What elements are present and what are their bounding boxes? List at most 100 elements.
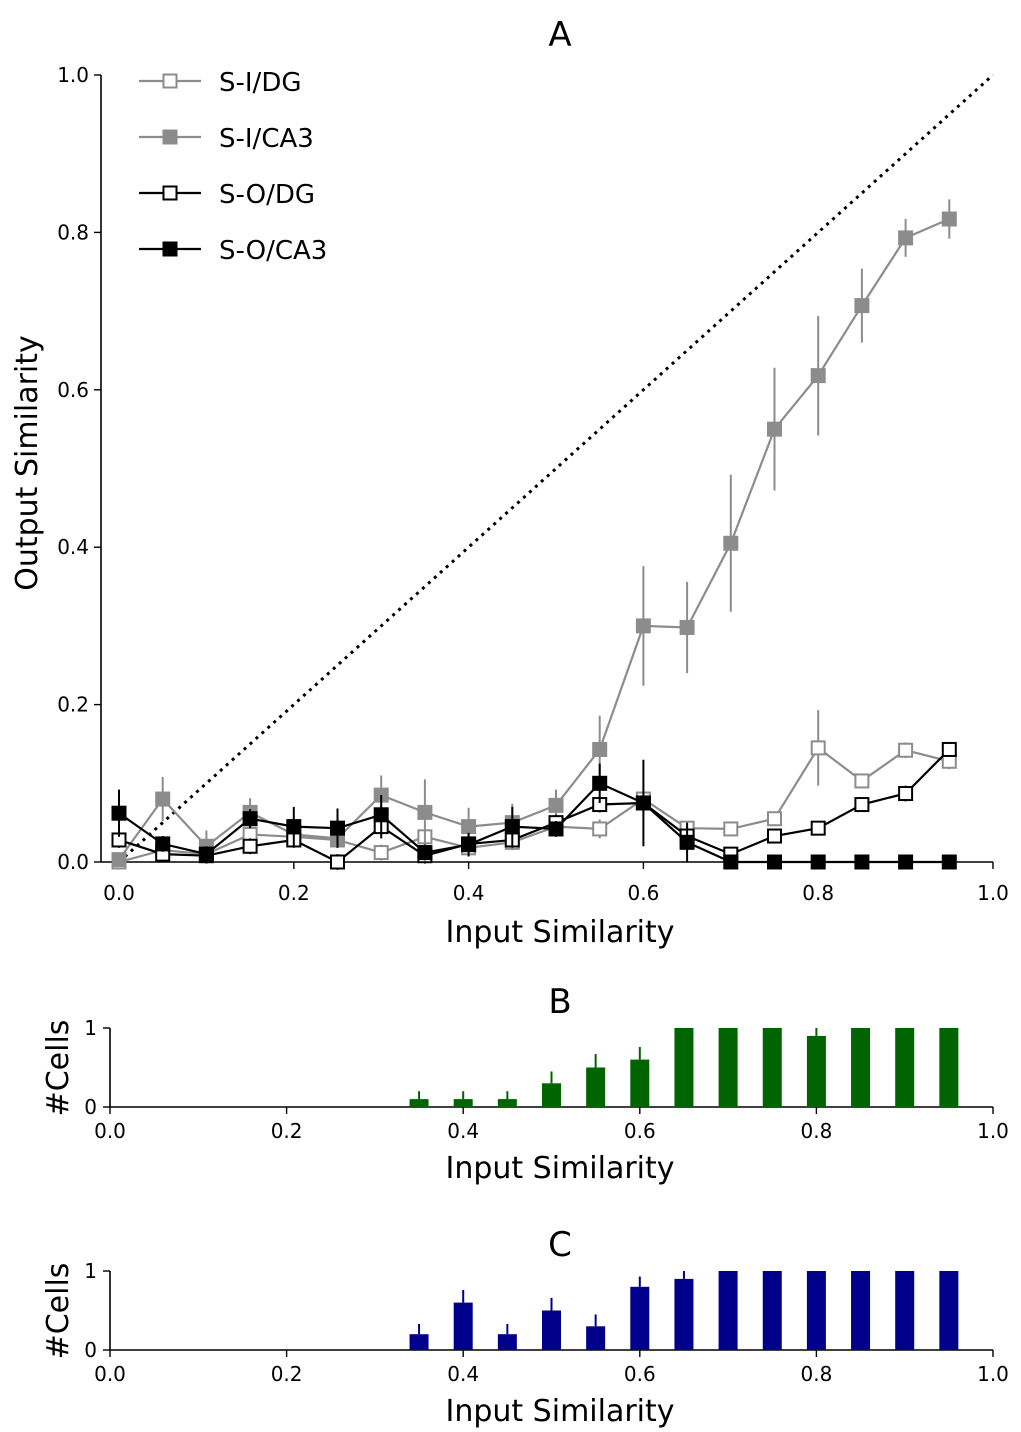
- bar: [409, 1099, 429, 1107]
- data-point: [635, 795, 651, 811]
- data-point: [548, 797, 564, 813]
- bar: [762, 1271, 782, 1350]
- x-tick-label: 0.0: [94, 1119, 126, 1143]
- panel-c-x-axis-label: Input Similarity: [445, 1394, 674, 1429]
- panel-a-line-chart: A Input Similarity Output Similarity 0.0…: [10, 15, 1009, 950]
- data-point: [373, 807, 389, 823]
- panel-a-title: A: [548, 15, 571, 55]
- x-tick-label: 0.0: [103, 881, 135, 905]
- legend-label: S-I/CA3: [219, 124, 314, 154]
- data-point: [242, 811, 258, 827]
- data-point: [854, 854, 870, 870]
- data-point: [767, 828, 782, 844]
- data-point: [111, 805, 127, 821]
- data-point: [286, 819, 302, 835]
- x-tick-label: 0.6: [627, 881, 659, 905]
- y-tick-label: 1: [84, 1016, 97, 1040]
- data-point: [111, 852, 127, 868]
- y-tick-label: 0.0: [57, 850, 89, 874]
- bar: [586, 1067, 606, 1107]
- y-tick-label: 0: [84, 1338, 97, 1362]
- x-tick-label: 1.0: [977, 1119, 1009, 1143]
- panel-b-bar-chart: B Input Similarity #Cells 0.0 0.2 0.4 0.6 0.…: [41, 982, 1009, 1186]
- legend-label: S-O/CA3: [219, 236, 327, 266]
- data-point: [723, 821, 739, 837]
- bar: [674, 1278, 694, 1350]
- data-point: [635, 618, 651, 634]
- bar: [674, 1028, 694, 1107]
- data-point: [854, 773, 870, 789]
- y-tick-label: 0.6: [57, 378, 89, 402]
- legend-marker: [162, 241, 178, 257]
- x-tick-label: 0.8: [800, 1362, 832, 1386]
- data-point: [330, 854, 345, 870]
- x-tick-label: 0.2: [271, 1119, 303, 1143]
- legend: S-I/DG S-I/CA3 S-O/DG S-O/CA3: [139, 68, 327, 266]
- data-point: [854, 298, 870, 314]
- x-tick-label: 0.8: [800, 1119, 832, 1143]
- data-point: [592, 741, 608, 757]
- bar: [895, 1271, 915, 1350]
- bar: [939, 1028, 959, 1107]
- x-tick-label: 1.0: [977, 1362, 1009, 1386]
- data-point: [941, 854, 957, 870]
- bar: [939, 1271, 959, 1350]
- y-tick-label: 0: [84, 1095, 97, 1119]
- data-point: [810, 820, 826, 836]
- y-tick-label: 1: [84, 1259, 97, 1283]
- data-point: [461, 819, 477, 835]
- data-point: [767, 811, 782, 827]
- bar: [806, 1035, 826, 1107]
- data-point: [898, 786, 914, 802]
- data-point: [417, 804, 433, 820]
- data-point: [592, 775, 608, 791]
- series-s-o-dg: [111, 741, 957, 870]
- data-point: [417, 845, 433, 861]
- panel-b-y-axis-label: #Cells: [41, 1020, 76, 1117]
- y-tick-label: 1.0: [57, 63, 89, 87]
- bar: [409, 1334, 429, 1350]
- data-point: [155, 791, 171, 807]
- bar: [806, 1271, 826, 1350]
- x-tick-label: 0.6: [624, 1362, 656, 1386]
- series-s-i-dg: [111, 710, 957, 870]
- data-point: [330, 820, 345, 836]
- y-tick-label: 0.4: [57, 535, 89, 559]
- x-tick-label: 1.0: [977, 881, 1009, 905]
- bar: [630, 1059, 650, 1107]
- data-point: [373, 845, 389, 861]
- data-point: [898, 854, 914, 870]
- panel-c-title: C: [548, 1225, 572, 1265]
- x-tick-label: 0.0: [94, 1362, 126, 1386]
- data-point: [461, 837, 477, 853]
- bar: [542, 1310, 561, 1350]
- x-tick-label: 0.4: [447, 1119, 479, 1143]
- bar: [718, 1028, 738, 1107]
- x-tick-label: 0.8: [802, 881, 834, 905]
- bar: [851, 1271, 871, 1350]
- panel-a-x-axis-label: Input Similarity: [445, 915, 674, 950]
- data-point: [592, 821, 608, 837]
- data-point: [155, 836, 171, 852]
- data-point: [767, 854, 782, 870]
- data-point: [723, 854, 739, 870]
- bar: [497, 1099, 517, 1107]
- series-s-i-ca3: [111, 199, 957, 868]
- data-point: [898, 230, 914, 246]
- data-point: [723, 535, 739, 551]
- legend-marker: [162, 129, 178, 145]
- bar: [542, 1083, 561, 1107]
- bar: [453, 1302, 473, 1350]
- data-point: [898, 742, 914, 758]
- data-point: [504, 819, 520, 835]
- data-point: [548, 821, 564, 837]
- x-tick-label: 0.2: [278, 881, 310, 905]
- data-point: [854, 797, 870, 813]
- bar: [895, 1028, 915, 1107]
- panel-c-y-axis-label: #Cells: [41, 1263, 76, 1360]
- x-tick-label: 0.2: [271, 1362, 303, 1386]
- data-point: [941, 741, 957, 757]
- data-point: [810, 854, 826, 870]
- data-point: [679, 834, 695, 850]
- panel-a-y-axis-label: Output Similarity: [10, 335, 45, 591]
